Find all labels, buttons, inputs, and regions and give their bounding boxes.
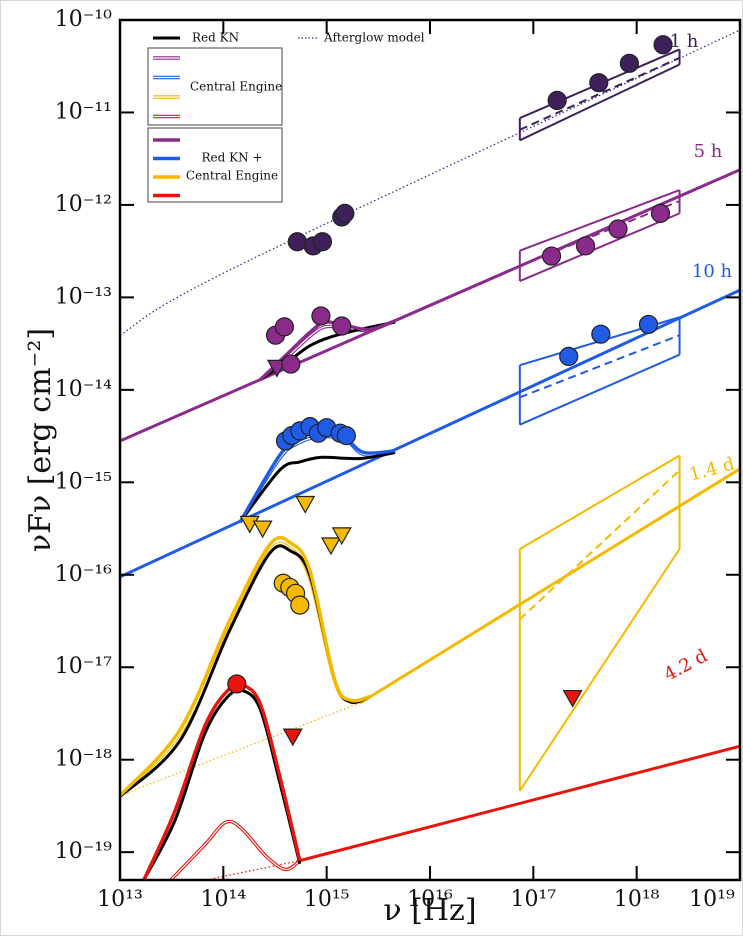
data-point xyxy=(290,595,310,615)
data-point xyxy=(653,35,673,55)
x-tick-label: 10¹⁴ xyxy=(201,887,247,912)
plot-area xyxy=(120,29,740,880)
y-tick-label: 10⁻¹³ xyxy=(55,284,112,309)
upper-limit xyxy=(562,689,583,708)
legend-label: Afterglow model xyxy=(323,31,425,45)
y-tick-label: 10⁻¹⁷ xyxy=(55,654,112,679)
xray-bowtie-lower xyxy=(518,548,681,792)
data-point xyxy=(287,232,307,252)
xray-bowtie-upper xyxy=(519,454,681,550)
data-point xyxy=(311,306,331,326)
y-tick-label: 10⁻¹² xyxy=(55,192,112,217)
data-point xyxy=(547,90,567,111)
afterglow-extrapolation xyxy=(120,702,361,797)
data-point xyxy=(541,246,562,266)
xray-bowtie-lower xyxy=(519,353,680,426)
data-point xyxy=(312,232,333,252)
data-point xyxy=(608,219,628,239)
afterglow-line xyxy=(120,288,740,579)
data-point xyxy=(638,314,659,335)
y-tick-label: 10⁻¹⁴ xyxy=(55,377,112,402)
y-tick-label: 10⁻¹⁸ xyxy=(55,747,112,772)
data-point xyxy=(575,236,596,256)
x-tick-label: 10¹⁸ xyxy=(614,887,660,912)
y-tick-label: 10⁻¹⁹ xyxy=(55,839,112,864)
data-point xyxy=(336,426,356,446)
data-point xyxy=(591,324,611,344)
x-tick-label: 10¹³ xyxy=(97,887,143,912)
upper-limit xyxy=(331,527,352,546)
data-point xyxy=(274,317,295,337)
xray-bowtie-lower xyxy=(519,63,680,142)
xray-bowtie-lower xyxy=(519,212,680,283)
xray-best-fit xyxy=(519,56,680,131)
combined-model-line xyxy=(120,535,371,797)
xray-bowtie-upper xyxy=(519,189,680,252)
y-tick-label: 10⁻¹¹ xyxy=(55,99,112,124)
data-point xyxy=(332,316,352,336)
data-point xyxy=(619,53,639,73)
legend-box xyxy=(147,47,283,126)
upper-limit xyxy=(239,515,260,534)
legend-label: Red KN + xyxy=(202,151,263,165)
legend-label: Central Engine xyxy=(190,80,282,94)
data-point xyxy=(281,354,301,374)
y-tick-label: 10⁻¹⁵ xyxy=(55,469,112,494)
data-point xyxy=(335,203,355,223)
afterglow-line xyxy=(120,168,740,443)
data-point xyxy=(559,346,579,367)
epoch-label: 1 h xyxy=(670,31,699,52)
xray-best-fit xyxy=(519,334,680,399)
data-point xyxy=(650,203,671,223)
upper-limit xyxy=(252,520,273,539)
y-axis-label: νFν [erg cm⁻²] xyxy=(23,328,58,552)
upper-limit xyxy=(320,537,341,556)
legend-label: Red KN xyxy=(192,31,239,45)
x-tick-label: 10¹⁹ xyxy=(689,887,735,912)
y-tick-label: 10⁻¹⁰ xyxy=(55,7,112,32)
central-engine-line-core xyxy=(170,820,301,880)
afterglow-line xyxy=(299,744,740,863)
afterglow-extrapolation xyxy=(209,859,300,880)
epoch-label: 5 h xyxy=(694,141,723,162)
data-point xyxy=(227,674,247,694)
legend-label: Central Engine xyxy=(186,169,278,183)
x-tick-label: 10¹⁷ xyxy=(511,887,557,912)
x-tick-label: 10¹⁶ xyxy=(407,887,453,912)
upper-limit xyxy=(295,495,316,514)
xray-best-fit xyxy=(519,469,681,621)
epoch-label: 10 h xyxy=(692,261,733,282)
red-kn-line xyxy=(238,451,396,524)
x-axis-label: ν [Hz] xyxy=(383,893,476,928)
data-point xyxy=(589,73,609,93)
x-tick-label: 10¹⁵ xyxy=(304,887,350,912)
y-tick-label: 10⁻¹⁶ xyxy=(55,562,112,587)
afterglow-line xyxy=(359,467,740,705)
legend: Red KN Afterglow model Central Engine Red K… xyxy=(147,31,425,203)
upper-limit xyxy=(282,728,303,747)
